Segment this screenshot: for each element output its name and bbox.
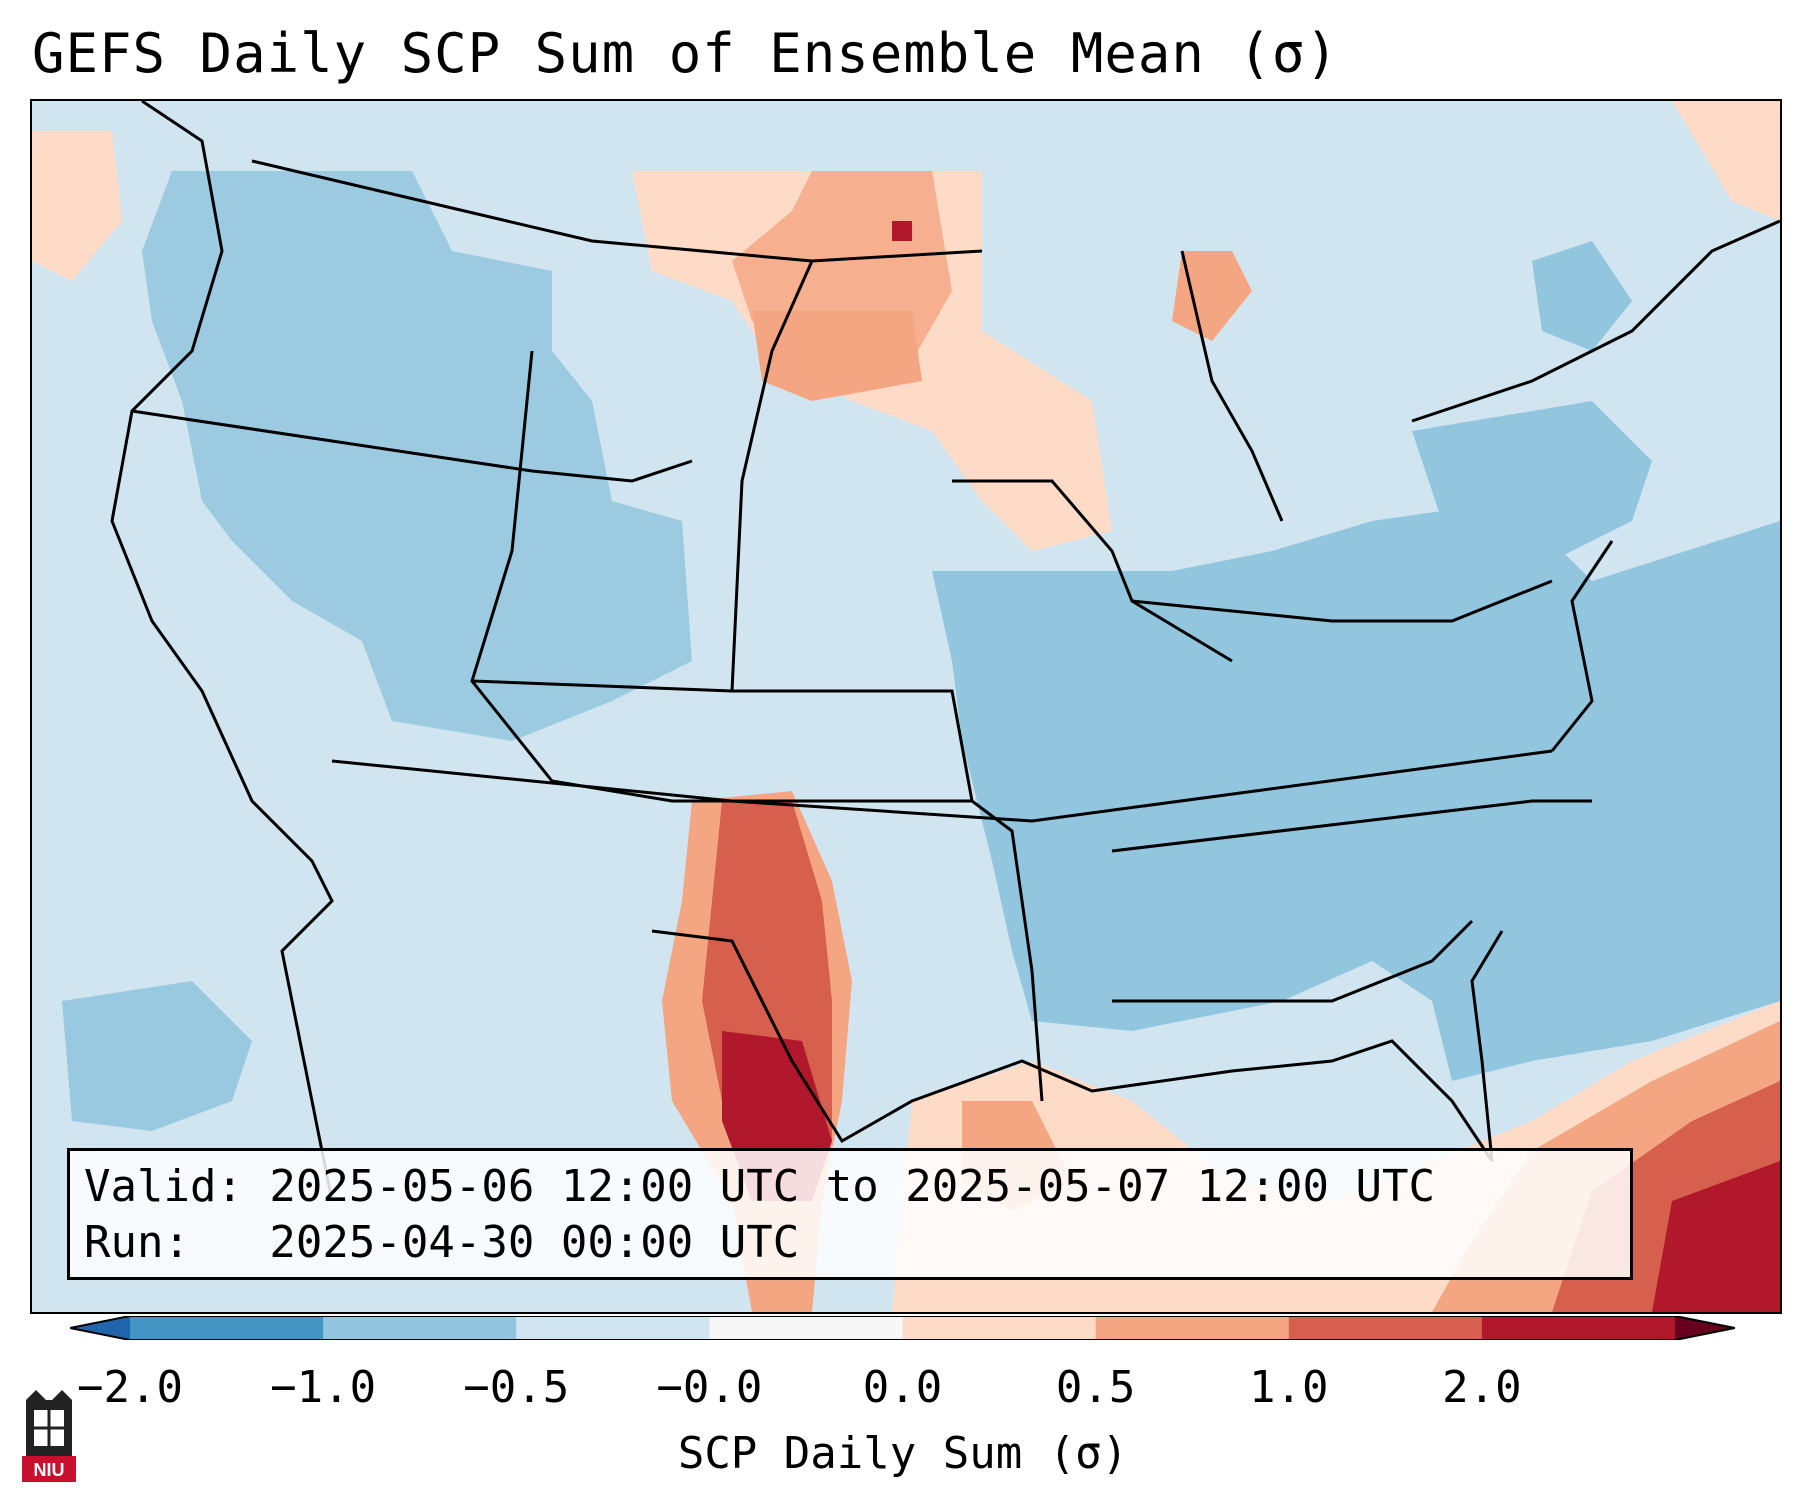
- colorbar-tick-label: −2.0: [77, 1362, 183, 1413]
- colorbar-segment: [1288, 1316, 1483, 1340]
- logo-text: NIU: [34, 1460, 65, 1480]
- colorbar-segment: [902, 1316, 1097, 1340]
- colorbar: [70, 1316, 1735, 1340]
- colorbar-segment: [130, 1316, 324, 1340]
- colorbar-tick-label: 0.5: [1055, 1362, 1136, 1413]
- colorbar-tick-label: 1.0: [1249, 1362, 1329, 1413]
- map-title: GEFS Daily SCP Sum of Ensemble Mean (σ): [32, 22, 1339, 85]
- valid-time-text: Valid: 2025-05-06 12:00 UTC to 2025-05-0…: [84, 1161, 1436, 1212]
- colorbar-segment: [709, 1316, 903, 1340]
- scp-map: [32, 101, 1780, 1312]
- niu-logo: NIU: [20, 1390, 78, 1486]
- field-blue-regions: [62, 171, 1780, 1131]
- colorbar-tick-label: −1.0: [270, 1362, 377, 1413]
- logo-banner: [22, 1456, 76, 1482]
- colorbar-tick-label: −0.0: [656, 1362, 763, 1413]
- colorbar-tick-label: 2.0: [1442, 1362, 1522, 1413]
- map-panel: [30, 99, 1782, 1314]
- state-borders: [110, 101, 1780, 1202]
- colorbar-extend-low: [70, 1316, 130, 1340]
- valid-run-info-box: Valid: 2025-05-06 12:00 UTC to 2025-05-0…: [67, 1148, 1633, 1280]
- run-time-text: Run: 2025-04-30 00:00 UTC: [84, 1217, 800, 1268]
- colorbar-extend-high: [1675, 1316, 1735, 1340]
- colorbar-segment: [323, 1316, 517, 1340]
- colorbar-segment: [1481, 1316, 1676, 1340]
- colorbar-segment: [1095, 1316, 1290, 1340]
- colorbar-tick-label: 0.0: [862, 1362, 943, 1413]
- colorbar-segment: [516, 1316, 710, 1340]
- colorbar-label: SCP Daily Sum (σ): [677, 1428, 1129, 1479]
- colorbar-tick-label: −0.5: [463, 1362, 570, 1413]
